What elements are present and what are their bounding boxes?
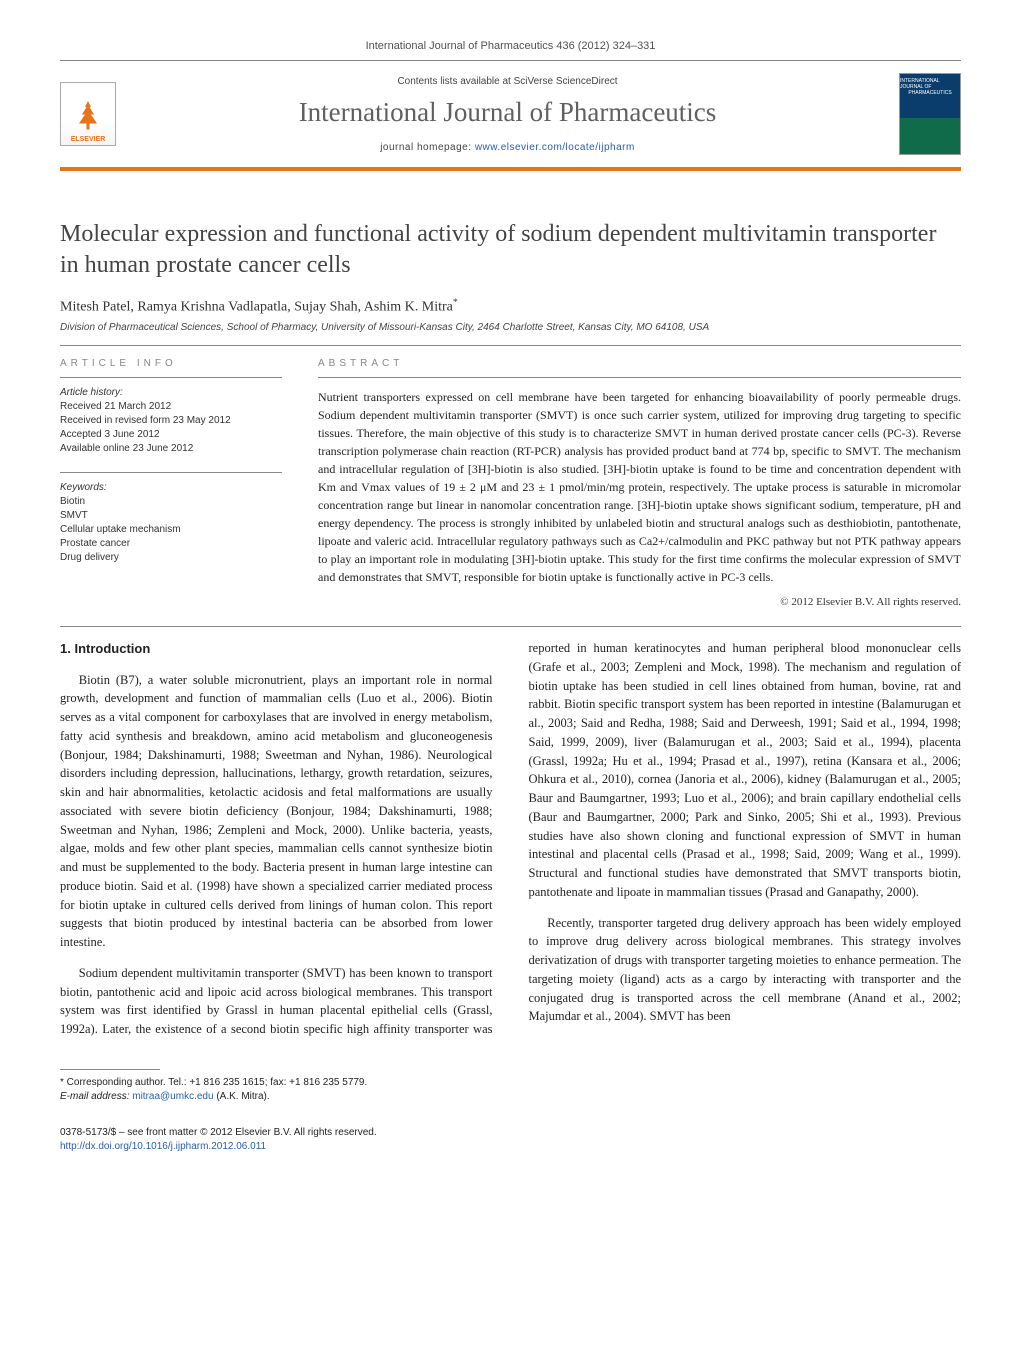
keyword-item: SMVT [60,509,282,523]
contents-text: Contents lists available at SciVerse Sci… [397,76,617,87]
publisher-logo: ELSEVIER [60,82,116,146]
contents-line: Contents lists available at SciVerse Sci… [136,76,879,87]
doi-block: 0378-5173/$ – see front matter © 2012 El… [60,1126,961,1154]
article-title: Molecular expression and functional acti… [60,219,961,281]
article-history: Article history: Received 21 March 2012 … [60,386,282,456]
keyword-item: Cellular uptake mechanism [60,523,282,537]
elsevier-tree-icon [70,96,106,136]
running-header: International Journal of Pharmaceutics 4… [60,40,961,52]
keywords-label: Keywords: [60,481,282,495]
cover-line1: INTERNATIONAL JOURNAL OF [900,78,960,90]
history-accepted: Accepted 3 June 2012 [60,428,282,442]
footnote-rule [60,1069,160,1070]
section-rule-1 [60,345,961,346]
cover-line2: PHARMACEUTICS [908,90,951,96]
body-columns: 1. Introduction Biotin (B7), a water sol… [60,639,961,1039]
keywords-block: Keywords: Biotin SMVT Cellular uptake me… [60,481,282,565]
info-abstract-row: ARTICLE INFO Article history: Received 2… [60,358,961,608]
section-title-introduction: 1. Introduction [60,639,493,659]
corresponding-marker: * [453,297,458,308]
abstract-copyright: © 2012 Elsevier B.V. All rights reserved… [318,596,961,608]
email-address[interactable]: mitraa@umkc.edu [132,1091,213,1102]
info-rule [60,377,282,378]
corresponding-tel: * Corresponding author. Tel.: +1 816 235… [60,1076,961,1090]
abstract-text: Nutrient transporters expressed on cell … [318,388,961,586]
publisher-label: ELSEVIER [71,136,106,143]
masthead: ELSEVIER Contents lists available at Sci… [60,65,961,171]
history-online: Available online 23 June 2012 [60,442,282,456]
article-info-column: ARTICLE INFO Article history: Received 2… [60,358,282,608]
email-label: E-mail address: [60,1091,132,1102]
author-list: Mitesh Patel, Ramya Krishna Vadlapatla, … [60,297,961,316]
homepage-line: journal homepage: www.elsevier.com/locat… [136,142,879,153]
author-names: Mitesh Patel, Ramya Krishna Vadlapatla, … [60,300,453,315]
abstract-heading: ABSTRACT [318,358,961,369]
keyword-item: Prostate cancer [60,537,282,551]
top-rule [60,60,961,61]
journal-name: International Journal of Pharmaceutics [136,97,879,128]
corresponding-footnote: * Corresponding author. Tel.: +1 816 235… [60,1076,961,1104]
body-paragraph: Recently, transporter targeted drug deli… [529,914,962,1027]
history-received: Received 21 March 2012 [60,400,282,414]
email-name: (A.K. Mitra). [216,1091,269,1102]
keywords-rule [60,472,282,473]
corresponding-email-line: E-mail address: mitraa@umkc.edu (A.K. Mi… [60,1090,961,1104]
abstract-rule [318,377,961,378]
article-info-heading: ARTICLE INFO [60,358,282,369]
doi-link[interactable]: http://dx.doi.org/10.1016/j.ijpharm.2012… [60,1140,961,1154]
body-paragraph: Biotin (B7), a water soluble micronutrie… [60,671,493,952]
affiliation: Division of Pharmaceutical Sciences, Sch… [60,322,961,333]
copyright-footer: 0378-5173/$ – see front matter © 2012 El… [60,1126,961,1140]
keyword-item: Biotin [60,495,282,509]
abstract-column: ABSTRACT Nutrient transporters expressed… [318,358,961,608]
section-rule-2 [60,626,961,627]
journal-cover-thumb: INTERNATIONAL JOURNAL OF PHARMACEUTICS [899,73,961,155]
history-label: Article history: [60,386,282,400]
history-revised: Received in revised form 23 May 2012 [60,414,282,428]
homepage-url[interactable]: www.elsevier.com/locate/ijpharm [475,142,635,153]
masthead-center: Contents lists available at SciVerse Sci… [116,76,899,153]
keyword-item: Drug delivery [60,551,282,565]
homepage-label: journal homepage: [380,142,475,153]
